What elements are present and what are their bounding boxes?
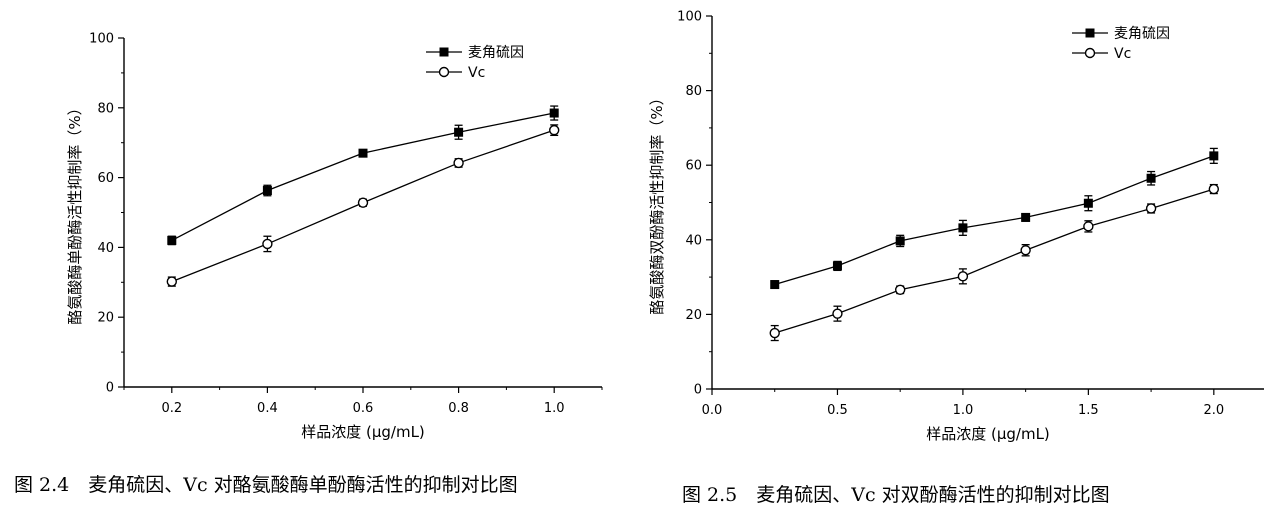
chart1-series-ergothioneine-point <box>549 108 559 118</box>
chart1-y-tick-label: 100 <box>89 32 114 47</box>
chart2-series-ergothioneine-point <box>1083 198 1093 208</box>
chart2-series-ergothioneine-point <box>832 261 842 271</box>
chart2-series-vc-point <box>832 308 843 319</box>
chart2-legend-marker-vc <box>1084 47 1096 59</box>
chart2-series-vc-point <box>1020 245 1031 256</box>
chart1-series-ergothioneine-point <box>262 186 272 196</box>
chart1-series-ergothioneine-point <box>454 127 464 137</box>
chart2-series-ergothioneine-point <box>895 236 905 246</box>
chart2-x-tick-label: 2.0 <box>1203 403 1224 418</box>
caption-figure-2-5: 图 2.5 麦角硫因、Vc 对双酚酶活性的抑制对比图 <box>682 484 1110 506</box>
chart2-series-ergothioneine-point <box>1146 173 1156 183</box>
chart2-series-ergothioneine-point <box>1209 151 1219 161</box>
chart2-series-vc-line <box>774 188 1215 334</box>
chart2-y-tick-label: 60 <box>685 159 702 174</box>
chart2-series-ergothioneine-point <box>958 223 968 233</box>
chart2-x-tick-label: 1.0 <box>953 403 974 418</box>
chart2-y-tick-label: 100 <box>677 10 702 25</box>
chart1-legend-marker-vc <box>438 66 450 78</box>
chart2-series-vc-point <box>894 284 906 295</box>
chart-monophenolase: 0 20 40 60 80 100 0.2 0.4 0.6 0.8 1.0 样品浓度 (μg/mL) 酪… <box>66 32 603 441</box>
chart1-series-vc-point <box>262 238 273 250</box>
chart2-y-tick-label: 40 <box>685 233 702 248</box>
chart2-x-tick-label: 1.5 <box>1078 403 1099 418</box>
chart1-series-vc-point <box>357 197 369 208</box>
chart1-legend-label: 麦角硫因 <box>468 45 524 61</box>
chart2-y-tick-label: 20 <box>685 308 702 323</box>
chart2-series-ergothioneine-line <box>774 155 1215 286</box>
chart1-legend-label: Vc <box>468 65 485 81</box>
chart1-legend-marker-ergothioneine <box>439 47 449 57</box>
caption-figure-2-4: 图 2.4 麦角硫因、Vc 对酪氨酸酶单酚酶活性的抑制对比图 <box>14 474 518 496</box>
chart2-series-vc-point <box>957 271 969 282</box>
chart2-x-tick-label: 0.0 <box>702 403 723 418</box>
chart1-x-tick-label: 0.2 <box>161 401 182 416</box>
chart2-legend-label: Vc <box>1114 46 1131 62</box>
chart-diphenolase: 0 20 40 60 80 100 0.0 0.5 1.0 1.5 2.0 样品浓度 (μg/mL) 酪… <box>648 10 1264 443</box>
chart1-y-tick-label: 0 <box>106 381 114 396</box>
chart2-series-vc-point <box>1208 183 1220 195</box>
chart2-y-tick-label: 0 <box>694 383 702 398</box>
chart2-series-vc-point <box>1083 221 1094 232</box>
chart1-y-tick-label: 40 <box>97 241 114 256</box>
chart1-x-tick-label: 0.4 <box>257 401 278 416</box>
chart1-y-tick-label: 60 <box>97 171 114 186</box>
chart1-y-axis-title: 酪氨酸酶单酚酶活性抑制率（%） <box>66 100 84 324</box>
chart1-x-tick-label: 0.8 <box>448 401 469 416</box>
chart2-series-ergothioneine-point <box>1021 212 1031 222</box>
chart1-series-ergothioneine-point <box>167 235 177 245</box>
chart2-series-vc-point <box>769 327 780 339</box>
chart2-x-tick-label: 0.5 <box>827 403 848 418</box>
chart2-x-axis-title: 样品浓度 (μg/mL) <box>926 425 1050 443</box>
chart1-series-ergothioneine-line <box>171 112 555 241</box>
chart2-series-ergothioneine-point <box>770 280 780 290</box>
chart2-legend-marker-ergothioneine <box>1085 28 1095 38</box>
chart1-series-vc-point <box>453 157 464 169</box>
chart1-x-axis-title: 样品浓度 (μg/mL) <box>301 423 425 441</box>
chart2-legend-label: 麦角硫因 <box>1114 26 1170 42</box>
chart1-y-tick-label: 80 <box>97 101 114 116</box>
chart1-series-ergothioneine-point <box>358 148 368 158</box>
chart1-series-vc-point <box>166 276 178 287</box>
chart1-x-tick-label: 0.6 <box>353 401 374 416</box>
chart1-series-vc-point <box>549 124 560 136</box>
chart1-y-tick-label: 20 <box>97 311 114 326</box>
chart2-series-vc-point <box>1145 203 1157 214</box>
chart1-x-tick-label: 1.0 <box>544 401 565 416</box>
chart2-y-tick-label: 80 <box>685 84 702 99</box>
chart2-y-axis-title: 酪氨酸酶双酚酶活性抑制率（%） <box>648 90 666 314</box>
